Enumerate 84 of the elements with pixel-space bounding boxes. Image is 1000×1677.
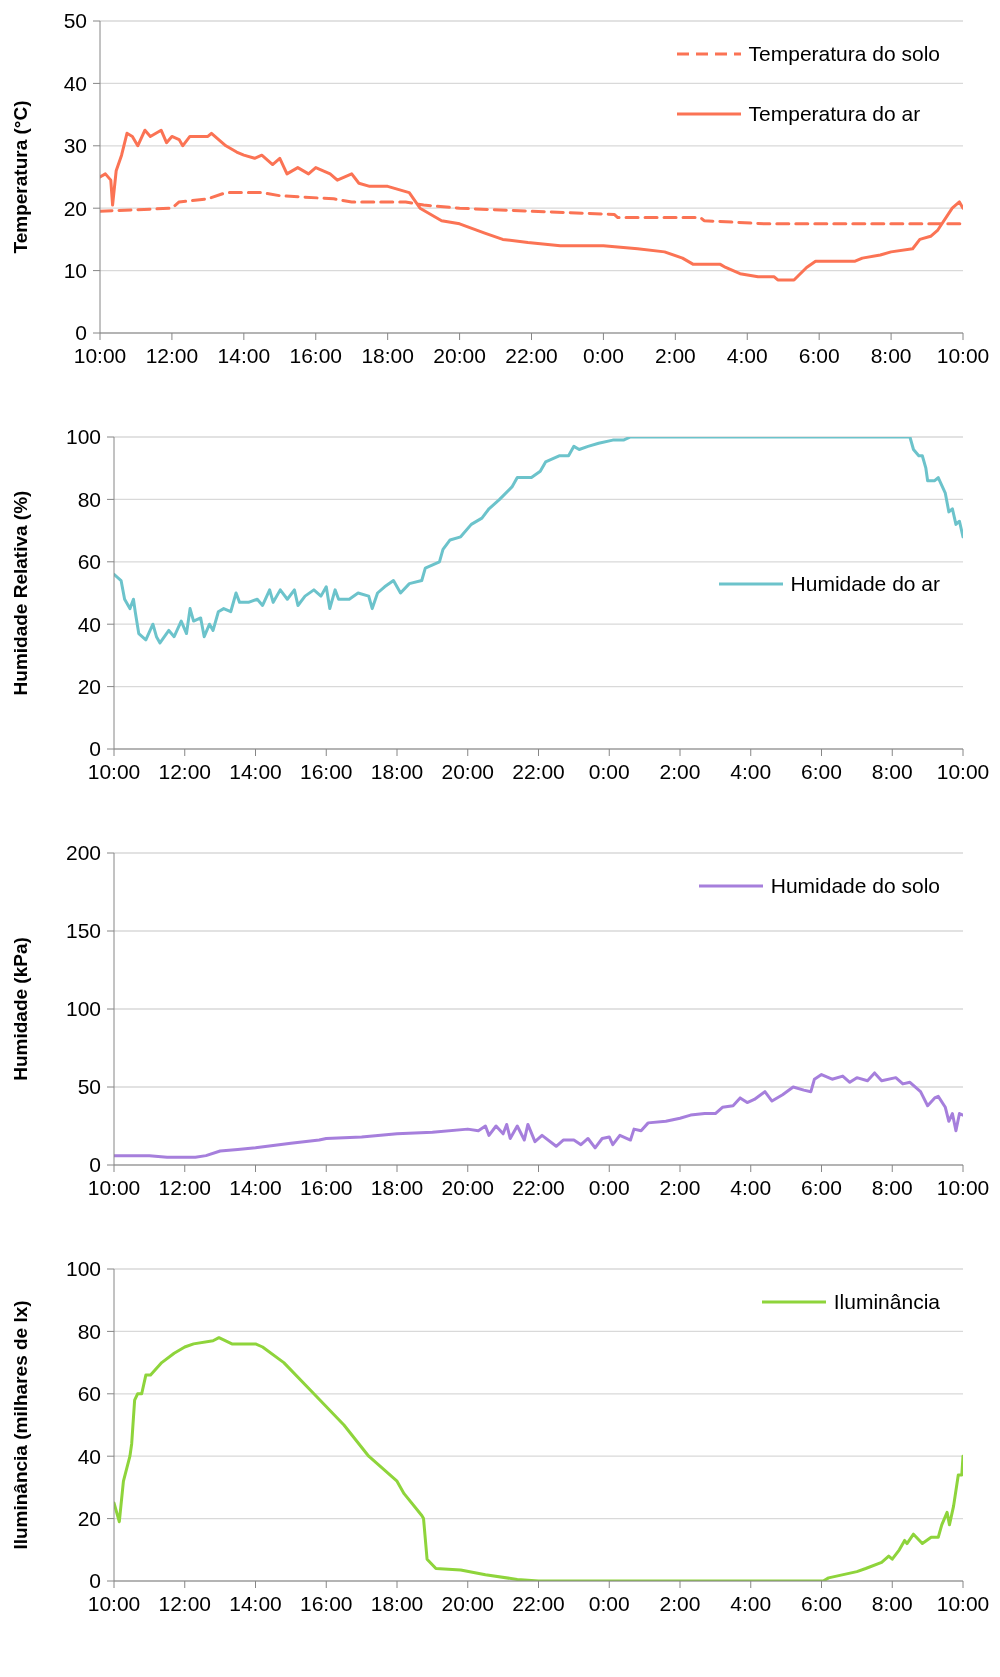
x-tick-label: 10:00 xyxy=(73,343,127,367)
x-tick-label: 4:00 xyxy=(730,1591,772,1615)
y-tick-label: 0 xyxy=(89,1569,101,1593)
y-axis-title: Temperatura (°C) xyxy=(9,100,31,254)
x-tick-label: 4:00 xyxy=(730,1175,772,1199)
x-tick-label: 12:00 xyxy=(158,1175,212,1199)
x-tick-label: 2:00 xyxy=(659,1175,701,1199)
x-tick-label: 16:00 xyxy=(299,1591,353,1615)
x-tick-label: 6:00 xyxy=(801,1175,842,1199)
y-tick-label: 10 xyxy=(63,259,87,283)
x-tick-label: 0:00 xyxy=(588,1175,630,1199)
x-tick-label: 14:00 xyxy=(229,1591,282,1615)
y-tick-label: 0 xyxy=(89,737,101,761)
y-tick-label: 0 xyxy=(75,321,87,345)
x-tick-label: 6:00 xyxy=(801,759,842,783)
x-tick-label: 8:00 xyxy=(871,1175,913,1199)
y-tick-label: 100 xyxy=(65,425,101,449)
x-tick-label: 10:00 xyxy=(936,1175,990,1199)
x-tick-label: 10:00 xyxy=(936,1591,990,1615)
x-tick-label: 14:00 xyxy=(217,343,271,367)
x-tick-label: 0:00 xyxy=(588,1591,630,1615)
x-tick-label: 20:00 xyxy=(433,343,486,367)
x-tick-label: 0:00 xyxy=(588,759,630,783)
x-tick-label: 4:00 xyxy=(726,343,768,367)
y-tick-label: 60 xyxy=(77,1382,101,1406)
x-tick-label: 6:00 xyxy=(801,1591,842,1615)
x-tick-label: 8:00 xyxy=(871,759,913,783)
x-tick-label: 16:00 xyxy=(289,343,343,367)
y-axis-title: Iluminância (milhares de lx) xyxy=(9,1300,31,1550)
x-tick-label: 22:00 xyxy=(512,1591,565,1615)
y-tick-label: 40 xyxy=(77,612,101,636)
x-tick-label: 16:00 xyxy=(299,1175,353,1199)
y-tick-label: 0 xyxy=(89,1153,101,1177)
y-tick-label: 80 xyxy=(77,1319,101,1343)
x-tick-label: 10:00 xyxy=(87,759,141,783)
legend-label: Temperatura do ar xyxy=(748,102,921,126)
legend-label: Iluminância xyxy=(833,1290,940,1314)
legend-label: Temperatura do solo xyxy=(748,42,940,66)
x-tick-label: 10:00 xyxy=(936,759,990,783)
legend-label: Humidade do solo xyxy=(770,874,940,898)
y-tick-label: 20 xyxy=(77,1507,101,1531)
x-tick-label: 10:00 xyxy=(87,1591,141,1615)
y-axis-title: Humidade (kPa) xyxy=(9,937,31,1081)
y-tick-label: 200 xyxy=(65,841,101,865)
y-tick-label: 40 xyxy=(63,71,87,95)
x-tick-label: 16:00 xyxy=(299,759,353,783)
x-tick-label: 22:00 xyxy=(512,1175,565,1199)
x-tick-label: 12:00 xyxy=(158,1591,212,1615)
x-tick-label: 20:00 xyxy=(441,1591,495,1615)
legend-label: Humidade do ar xyxy=(790,572,940,596)
y-tick-label: 100 xyxy=(65,1257,101,1281)
x-tick-label: 18:00 xyxy=(370,1175,424,1199)
y-tick-label: 80 xyxy=(77,487,101,511)
x-tick-label: 18:00 xyxy=(361,343,414,367)
x-tick-label: 12:00 xyxy=(158,759,212,783)
x-tick-label: 0:00 xyxy=(582,343,624,367)
x-tick-label: 20:00 xyxy=(441,1175,495,1199)
y-tick-label: 20 xyxy=(77,675,101,699)
y-tick-label: 150 xyxy=(65,919,101,943)
x-tick-label: 18:00 xyxy=(370,759,424,783)
x-tick-label: 2:00 xyxy=(659,1591,701,1615)
y-axis-title: Humidade Relativa (%) xyxy=(9,490,31,696)
x-tick-label: 10:00 xyxy=(87,1175,141,1199)
y-tick-label: 100 xyxy=(65,997,101,1021)
x-tick-label: 20:00 xyxy=(441,759,495,783)
x-tick-label: 2:00 xyxy=(659,759,701,783)
y-tick-label: 30 xyxy=(63,134,87,158)
x-tick-label: 22:00 xyxy=(512,759,565,783)
y-tick-label: 20 xyxy=(63,196,87,220)
y-tick-label: 50 xyxy=(63,9,87,33)
y-tick-label: 40 xyxy=(77,1444,101,1468)
x-tick-label: 8:00 xyxy=(870,343,912,367)
x-tick-label: 14:00 xyxy=(229,1175,282,1199)
x-tick-label: 18:00 xyxy=(370,1591,424,1615)
x-tick-label: 14:00 xyxy=(229,759,282,783)
x-tick-label: 2:00 xyxy=(654,343,696,367)
x-tick-label: 12:00 xyxy=(145,343,199,367)
x-tick-label: 4:00 xyxy=(730,759,772,783)
x-tick-label: 22:00 xyxy=(505,343,558,367)
x-tick-label: 8:00 xyxy=(871,1591,913,1615)
y-tick-label: 50 xyxy=(77,1075,101,1099)
x-tick-label: 10:00 xyxy=(936,343,990,367)
x-tick-label: 6:00 xyxy=(798,343,840,367)
y-tick-label: 60 xyxy=(77,550,101,574)
